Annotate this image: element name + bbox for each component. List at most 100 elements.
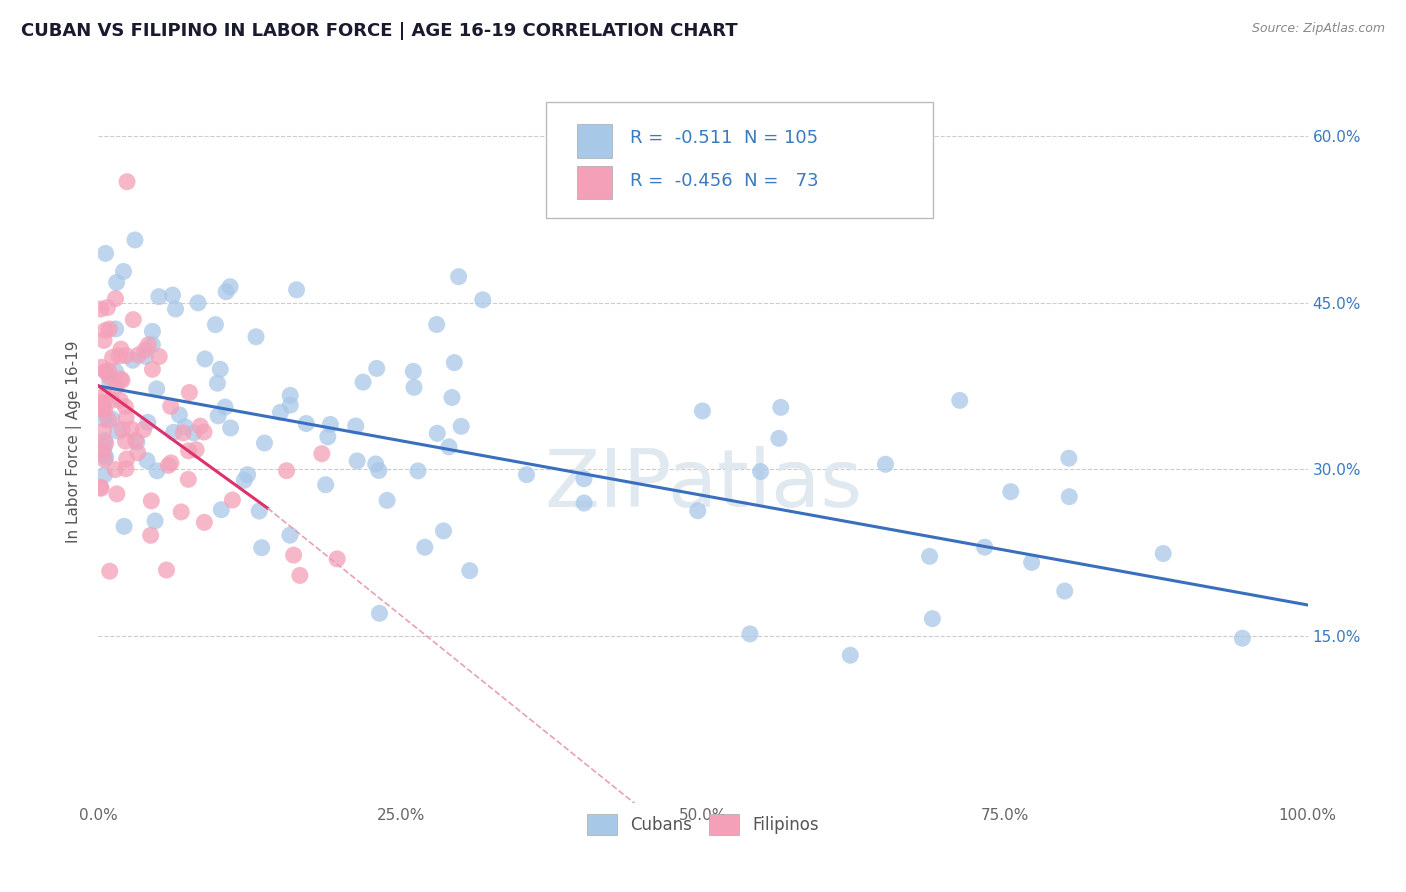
- Point: [93, 452, 115, 467]
- Point: [921, 612, 943, 626]
- Point: [692, 404, 714, 418]
- Point: [288, 568, 311, 582]
- Point: [104, 292, 127, 306]
- Point: [148, 350, 170, 364]
- Point: [172, 425, 194, 440]
- Point: [93, 412, 115, 426]
- Point: [96, 301, 118, 315]
- Point: [90, 480, 112, 494]
- Point: [136, 416, 159, 430]
- Point: [124, 434, 146, 448]
- Point: [155, 563, 177, 577]
- Point: [315, 477, 337, 491]
- Point: [219, 421, 242, 435]
- Point: [90, 301, 112, 316]
- Point: [686, 504, 709, 518]
- Legend: Cubans, Filipinos: Cubans, Filipinos: [581, 808, 825, 841]
- Point: [141, 337, 163, 351]
- Text: Source: ZipAtlas.com: Source: ZipAtlas.com: [1251, 22, 1385, 36]
- Point: [278, 388, 301, 402]
- Point: [170, 505, 193, 519]
- Point: [426, 426, 449, 441]
- Point: [104, 380, 127, 394]
- Point: [572, 472, 595, 486]
- FancyBboxPatch shape: [546, 102, 932, 218]
- Point: [749, 465, 772, 479]
- Point: [94, 450, 117, 465]
- Point: [97, 364, 120, 378]
- Point: [278, 398, 301, 412]
- Point: [94, 246, 117, 260]
- Point: [93, 402, 115, 417]
- Point: [193, 425, 215, 439]
- Point: [105, 487, 128, 501]
- Point: [93, 334, 115, 348]
- Point: [949, 393, 972, 408]
- Point: [346, 454, 368, 468]
- Point: [236, 467, 259, 482]
- Point: [93, 439, 115, 453]
- Point: [101, 351, 124, 365]
- Point: [110, 372, 132, 386]
- Point: [247, 504, 270, 518]
- Point: [98, 322, 121, 336]
- Point: [112, 519, 135, 533]
- Point: [426, 318, 449, 332]
- Point: [209, 502, 232, 516]
- Point: [179, 385, 201, 400]
- FancyBboxPatch shape: [578, 166, 613, 199]
- Point: [311, 447, 333, 461]
- Point: [93, 388, 115, 402]
- Point: [184, 442, 207, 457]
- Point: [145, 382, 167, 396]
- Point: [121, 353, 143, 368]
- Point: [839, 648, 862, 663]
- Point: [97, 413, 120, 427]
- Point: [450, 419, 472, 434]
- Point: [1057, 490, 1080, 504]
- Point: [344, 419, 367, 434]
- Point: [141, 325, 163, 339]
- Point: [115, 462, 138, 476]
- Point: [115, 349, 138, 363]
- Point: [768, 431, 790, 445]
- Point: [115, 175, 138, 189]
- Point: [437, 440, 460, 454]
- Point: [90, 398, 112, 412]
- Y-axis label: In Labor Force | Age 16-19: In Labor Force | Age 16-19: [66, 340, 83, 543]
- Point: [367, 463, 389, 477]
- Point: [160, 456, 183, 470]
- Point: [738, 627, 761, 641]
- Point: [159, 400, 181, 414]
- Point: [471, 293, 494, 307]
- Point: [319, 417, 342, 432]
- Point: [111, 423, 134, 437]
- Point: [1021, 556, 1043, 570]
- Point: [104, 462, 127, 476]
- Point: [413, 541, 436, 555]
- Point: [875, 457, 897, 471]
- Point: [250, 541, 273, 555]
- Point: [1232, 632, 1254, 646]
- Point: [122, 312, 145, 326]
- Point: [440, 391, 463, 405]
- Point: [174, 420, 197, 434]
- Point: [93, 396, 115, 410]
- Point: [93, 433, 115, 447]
- Point: [1057, 451, 1080, 466]
- Point: [93, 407, 115, 421]
- Point: [90, 395, 112, 409]
- Point: [219, 279, 242, 293]
- Point: [253, 436, 276, 450]
- Point: [93, 424, 115, 438]
- Point: [187, 296, 209, 310]
- Point: [148, 290, 170, 304]
- Point: [100, 412, 122, 426]
- Point: [114, 434, 136, 449]
- Point: [194, 351, 217, 366]
- Point: [1152, 547, 1174, 561]
- Point: [214, 400, 236, 414]
- Point: [141, 362, 163, 376]
- Point: [366, 361, 388, 376]
- Point: [141, 493, 163, 508]
